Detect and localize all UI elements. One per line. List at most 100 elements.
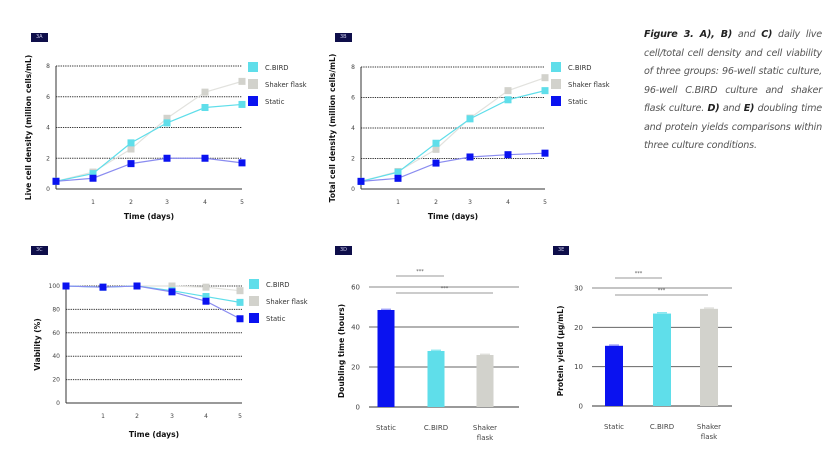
y-tick-label: 60 bbox=[52, 330, 60, 337]
x-axis-title: Time (days) bbox=[428, 212, 478, 221]
legend-swatch bbox=[249, 279, 259, 289]
x-category-label: Shaker bbox=[697, 423, 721, 431]
data-point-c-bird bbox=[541, 87, 549, 95]
y-tick-label: 4 bbox=[46, 125, 50, 132]
x-category-label: Static bbox=[604, 423, 624, 431]
panel-label-3a: 3A bbox=[31, 33, 48, 42]
data-point-static bbox=[168, 288, 176, 296]
caption-part: daily live cell/total cell density and c… bbox=[644, 29, 822, 114]
legend-label: Shaker flask bbox=[568, 81, 610, 89]
data-point-c-bird bbox=[432, 139, 440, 147]
data-point-shaker-flask bbox=[201, 88, 209, 96]
x-tick-label: 4 bbox=[203, 199, 207, 206]
data-point-static bbox=[89, 174, 97, 182]
panel-label-3c: 3C bbox=[31, 246, 48, 255]
y-tick-label: 0 bbox=[46, 186, 50, 193]
significance-label: *** bbox=[441, 286, 449, 292]
bar-static bbox=[605, 345, 623, 406]
legend-swatch bbox=[551, 62, 561, 72]
x-tick-label: 2 bbox=[135, 413, 139, 420]
data-point-c-bird bbox=[236, 298, 244, 306]
caption-part: D) bbox=[707, 103, 720, 114]
data-point-static bbox=[357, 177, 365, 185]
y-tick-label: 60 bbox=[351, 284, 360, 292]
y-tick-label: 2 bbox=[351, 156, 355, 163]
data-point-c-bird bbox=[504, 96, 512, 104]
panel-label-3b: 3B bbox=[335, 33, 352, 42]
data-point-shaker-flask bbox=[202, 283, 210, 291]
legend-label: Static bbox=[568, 98, 588, 106]
series-line-c-bird bbox=[55, 103, 243, 182]
legend-swatch bbox=[249, 296, 259, 306]
caption-part: doubling time and protein yields compari… bbox=[644, 103, 822, 151]
caption-part: Figure 3. A), B) bbox=[644, 29, 733, 40]
y-tick-label: 20 bbox=[351, 364, 360, 372]
x-tick-label: 2 bbox=[129, 199, 133, 206]
legend-label: Static bbox=[266, 315, 286, 323]
legend-swatch bbox=[248, 62, 258, 72]
data-point-shaker-flask bbox=[432, 145, 440, 153]
y-axis-title: Live cell density (million cells/mL) bbox=[24, 55, 33, 200]
y-tick-label: 0 bbox=[356, 404, 360, 412]
legend-swatch bbox=[248, 79, 258, 89]
y-axis-title: Total cell density (million cells/mL) bbox=[328, 54, 337, 203]
x-tick-label: 4 bbox=[204, 413, 208, 420]
y-tick-label: 6 bbox=[351, 95, 355, 102]
series-line-c-bird bbox=[360, 90, 546, 182]
data-point-static bbox=[504, 151, 512, 159]
bar-static bbox=[377, 310, 395, 407]
data-point-c-bird bbox=[163, 119, 171, 127]
data-point-c-bird bbox=[238, 100, 246, 108]
x-axis-title: Time (days) bbox=[129, 430, 179, 439]
y-tick-label: 0 bbox=[579, 403, 583, 411]
series-line-static bbox=[65, 285, 241, 320]
y-tick-label: 80 bbox=[52, 306, 60, 313]
series-line-static bbox=[55, 157, 243, 182]
data-point-shaker-flask bbox=[236, 287, 244, 295]
y-axis-title: Protein yield (µg/mL) bbox=[556, 306, 565, 397]
y-tick-label: 20 bbox=[574, 324, 583, 332]
data-point-static bbox=[163, 154, 171, 162]
caption-part: E) bbox=[743, 103, 755, 114]
legend-label: C.BIRD bbox=[568, 64, 592, 72]
y-tick-label: 4 bbox=[351, 125, 355, 132]
panel-label-3e: 3E bbox=[553, 246, 570, 255]
y-axis-title: Doubling time (hours) bbox=[337, 304, 346, 398]
y-tick-label: 6 bbox=[46, 94, 50, 101]
x-tick-label: 5 bbox=[240, 199, 244, 206]
data-point-shaker-flask bbox=[238, 77, 246, 85]
x-tick-label: 1 bbox=[101, 413, 105, 420]
data-point-static bbox=[236, 315, 244, 323]
bar-shaker-flask bbox=[476, 355, 494, 407]
data-point-static bbox=[99, 283, 107, 291]
data-point-c-bird bbox=[394, 168, 402, 176]
y-tick-label: 40 bbox=[351, 324, 360, 332]
caption-part: and bbox=[732, 29, 762, 40]
data-point-shaker-flask bbox=[541, 74, 549, 82]
y-tick-label: 8 bbox=[46, 63, 50, 70]
data-point-static bbox=[133, 282, 141, 290]
panel-label-3d: 3D bbox=[335, 246, 353, 255]
y-tick-label: 40 bbox=[52, 353, 60, 360]
x-category-label: C.BIRD bbox=[650, 423, 674, 431]
data-point-shaker-flask bbox=[504, 87, 512, 95]
y-tick-label: 0 bbox=[351, 186, 355, 193]
x-tick-label: 5 bbox=[543, 199, 547, 206]
y-tick-label: 2 bbox=[46, 155, 50, 162]
y-tick-label: 8 bbox=[351, 64, 355, 71]
legend-label: Shaker flask bbox=[266, 298, 308, 306]
legend-label: C.BIRD bbox=[266, 281, 290, 289]
data-point-c-bird bbox=[89, 170, 97, 178]
significance-label: *** bbox=[658, 288, 666, 294]
series-line-static bbox=[360, 152, 546, 182]
legend-label: Shaker flask bbox=[265, 81, 307, 89]
figure-caption: Figure 3. A), B) and C) daily live cell/… bbox=[644, 26, 822, 156]
data-point-c-bird bbox=[201, 104, 209, 112]
bar-shaker-flask bbox=[700, 308, 718, 406]
x-category-label: Shaker bbox=[473, 424, 497, 432]
x-tick-label: 1 bbox=[396, 199, 400, 206]
legend-swatch bbox=[249, 313, 259, 323]
data-point-static bbox=[202, 297, 210, 305]
data-point-static bbox=[52, 177, 60, 185]
legend-swatch bbox=[248, 96, 258, 106]
